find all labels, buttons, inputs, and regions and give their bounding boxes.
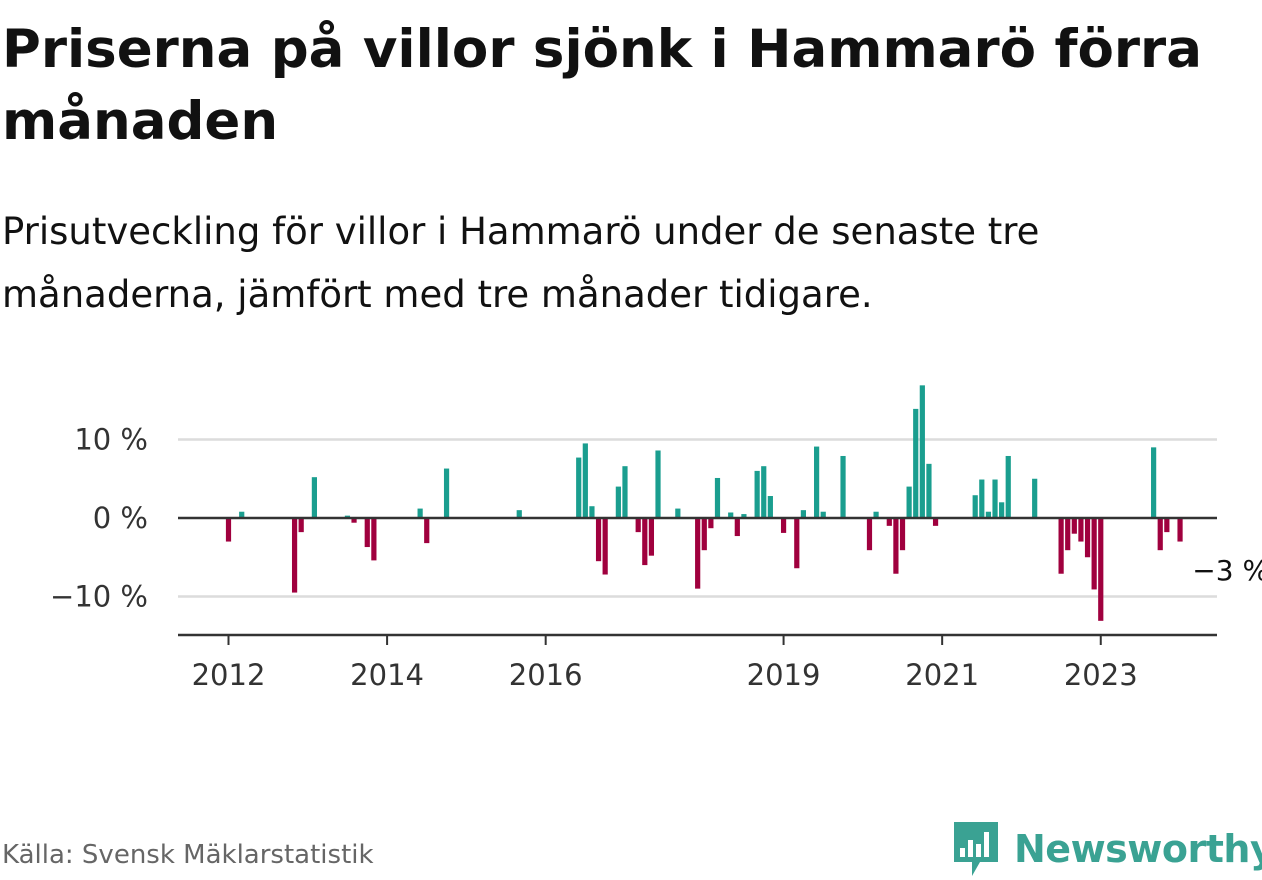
bar xyxy=(734,518,740,537)
bar xyxy=(873,511,879,518)
bar xyxy=(225,518,232,542)
x-tick-label: 2021 xyxy=(905,658,979,692)
brand[interactable]: Newsworthy xyxy=(950,818,1262,880)
axes xyxy=(178,516,1217,645)
bar xyxy=(767,496,773,518)
bar xyxy=(695,518,701,589)
bar xyxy=(899,518,906,551)
bar xyxy=(820,511,826,518)
bar xyxy=(648,518,655,556)
bar xyxy=(714,477,721,518)
bar xyxy=(999,502,1005,518)
bars xyxy=(225,385,1183,621)
bar xyxy=(1098,518,1104,621)
bar xyxy=(906,486,912,518)
bar xyxy=(1091,518,1097,590)
bar xyxy=(364,518,370,548)
bar xyxy=(371,518,377,561)
bar xyxy=(979,479,985,518)
x-tick-label: 2014 xyxy=(350,658,424,692)
bar xyxy=(1157,518,1163,551)
bar xyxy=(1177,518,1183,542)
x-tick-label: 2012 xyxy=(192,658,266,692)
bar xyxy=(919,385,925,518)
bar xyxy=(602,518,608,575)
bar xyxy=(516,510,522,518)
bar xyxy=(1084,518,1091,558)
bar xyxy=(926,463,932,518)
y-tick-label: 10 % xyxy=(74,423,148,457)
bar xyxy=(1065,518,1071,551)
bar xyxy=(741,514,747,518)
bar xyxy=(708,518,714,529)
bar xyxy=(351,518,357,523)
newsworthy-logo-icon xyxy=(954,822,998,876)
bar xyxy=(582,443,588,518)
bar xyxy=(701,518,707,551)
tick-labels: 10 % 0 % −10 % 2012 2014 2016 2019 2021 2023 −3 % xyxy=(50,423,1262,693)
bar xyxy=(589,506,595,518)
bar-chart: 10 % 0 % −10 % 2012 2014 2016 2019 2021 2023 −3 % xyxy=(50,385,1262,693)
bar xyxy=(291,518,298,593)
bar xyxy=(622,466,628,518)
brand-name: Newsworthy xyxy=(1014,827,1262,871)
bar xyxy=(298,518,304,533)
bar xyxy=(424,518,430,544)
bar xyxy=(675,508,681,518)
x-tick-label: 2019 xyxy=(747,658,821,692)
bar xyxy=(866,518,873,551)
bar xyxy=(840,455,846,518)
bar xyxy=(992,479,998,518)
bar xyxy=(576,457,582,518)
bar xyxy=(794,518,800,569)
bar xyxy=(728,512,734,518)
end-value-label: −3 % xyxy=(1192,554,1262,587)
bar xyxy=(814,446,820,518)
bar xyxy=(595,518,602,562)
bar xyxy=(886,518,892,526)
source-note: Källa: Svensk Mäklarstatistik xyxy=(2,840,374,870)
bar xyxy=(780,518,787,533)
bar xyxy=(754,470,760,518)
chart-title: Priserna på villor sjönk i Hammarö förra… xyxy=(2,19,1202,152)
bar xyxy=(1005,455,1011,518)
bar xyxy=(635,518,641,533)
bar xyxy=(1032,478,1038,518)
y-tick-label: −10 % xyxy=(50,580,148,614)
bar xyxy=(1058,518,1064,574)
bar xyxy=(311,477,317,518)
bar xyxy=(800,510,806,518)
y-tick-label: 0 % xyxy=(93,501,148,535)
bar xyxy=(615,486,621,518)
bar xyxy=(972,495,978,518)
bar xyxy=(642,518,648,566)
bar xyxy=(1151,447,1157,518)
bar xyxy=(893,518,899,574)
gridlines xyxy=(178,438,1217,598)
bar xyxy=(1164,518,1170,533)
bar xyxy=(239,511,245,518)
bar xyxy=(443,468,450,518)
chart-subtitle: Prisutveckling för villor i Hammarö unde… xyxy=(2,210,1040,316)
bar xyxy=(985,511,992,518)
bar xyxy=(655,450,661,518)
x-tick-label: 2016 xyxy=(509,658,583,692)
bar xyxy=(417,508,423,518)
bar xyxy=(913,408,919,518)
bar xyxy=(1078,518,1084,542)
bar xyxy=(761,466,767,518)
bar xyxy=(932,518,939,526)
x-tick-label: 2023 xyxy=(1064,658,1138,692)
bar xyxy=(1071,518,1077,534)
